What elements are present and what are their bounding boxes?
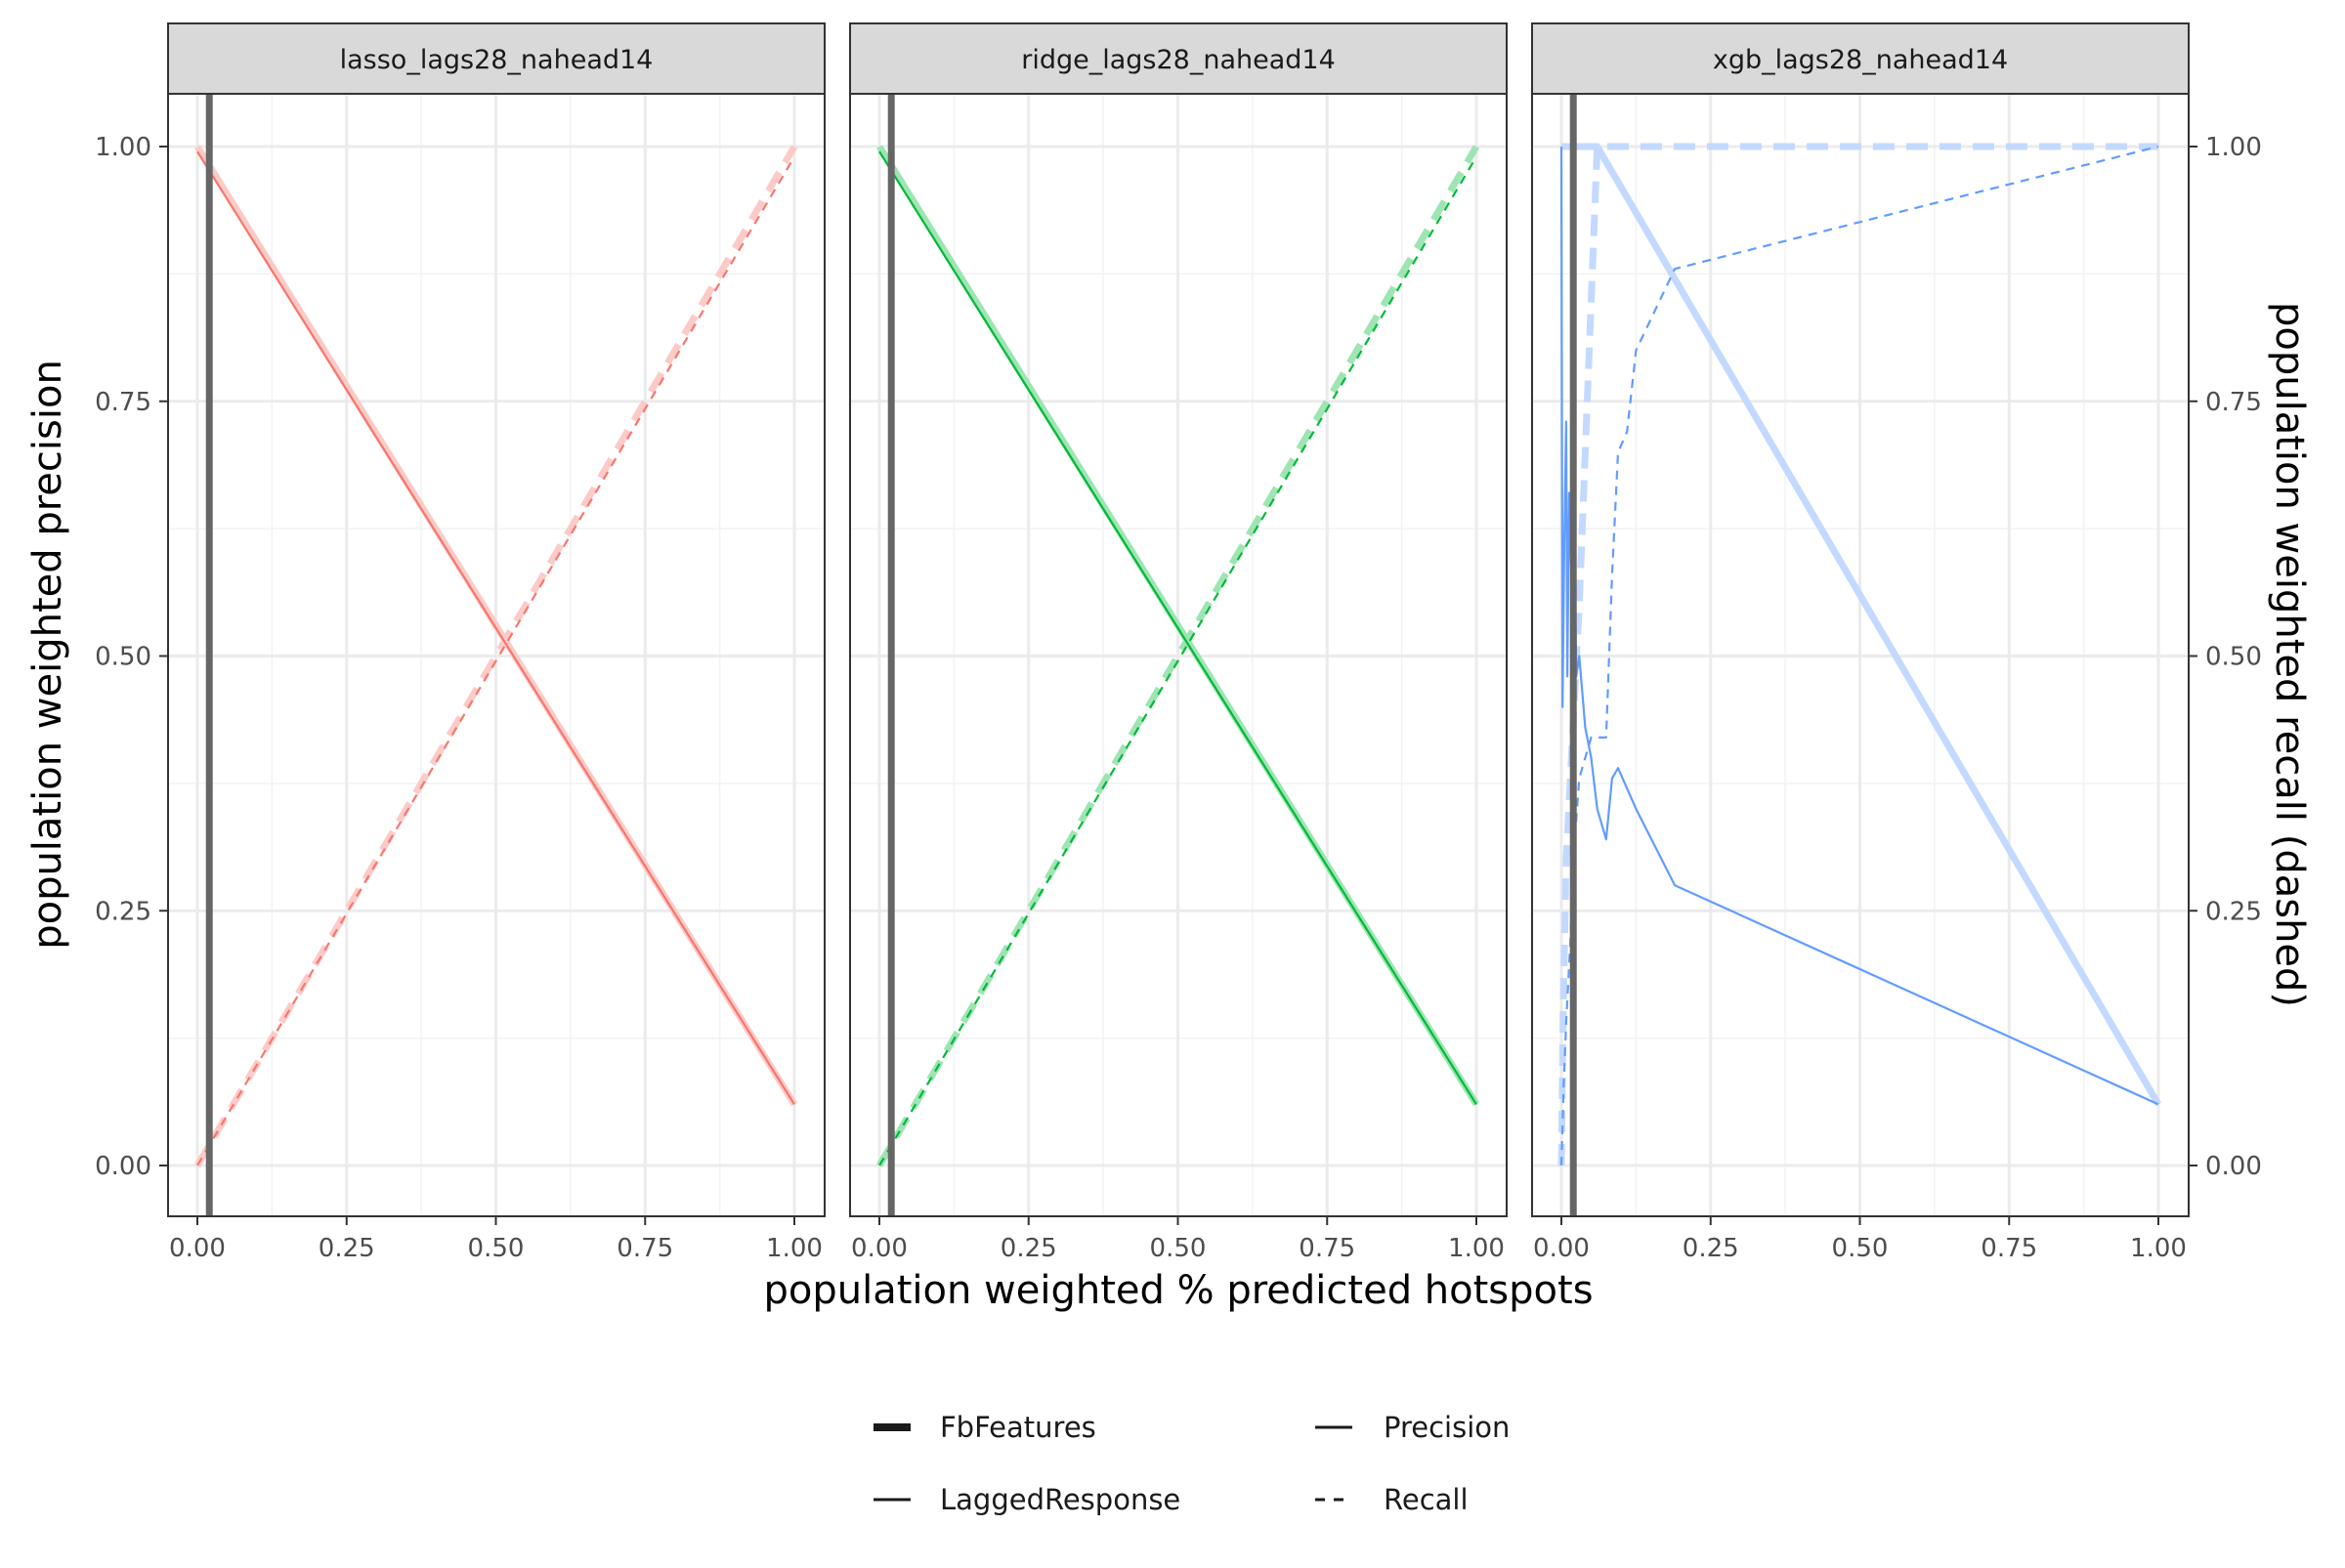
facet-strip-label: lasso_lags28_nahead14: [340, 45, 654, 75]
facet-panel-0: lasso_lags28_nahead14 0.00 0.25 0.50 0.75 1.0…: [95, 22, 826, 1263]
series-laggedresponse-precision: [1559, 146, 2159, 1106]
y-tick-label-right: 0.00: [2205, 1152, 2262, 1181]
facet-strip: [1531, 22, 2190, 95]
legend-label-lagged: LaggedResponse: [940, 1483, 1180, 1516]
y-axis-title: population weighted precision: [25, 360, 70, 950]
facet-strip-label: ridge_lags28_nahead14: [1021, 45, 1336, 75]
y-tick-label: 0.25: [95, 897, 151, 926]
y-tick-label-right: 0.25: [2205, 897, 2262, 926]
x-tick-label: 1.00: [766, 1234, 823, 1263]
series-laggedresponse-recall: [196, 155, 795, 1166]
y-tick-label: 0.00: [95, 1152, 151, 1181]
legend: FbFeatures LaggedResponse Precision Recall: [874, 1411, 1510, 1516]
legend-label-fb: FbFeatures: [940, 1411, 1096, 1444]
y-tick-label: 0.75: [95, 388, 151, 417]
x-tick-label: 0.00: [851, 1234, 908, 1263]
x-tick-label: 0.50: [1832, 1234, 1889, 1263]
x-tick-label: 0.25: [1001, 1234, 1057, 1263]
x-tick-label: 0.75: [1299, 1234, 1355, 1263]
series-laggedresponse-precision: [196, 150, 795, 1105]
y-axis-title-right: population weighted recall (dashed): [2267, 302, 2312, 1007]
x-tick-label: 0.50: [1150, 1234, 1207, 1263]
series-laggedresponse-recall: [878, 155, 1477, 1166]
series-fbfeatures-recall: [875, 145, 1480, 1167]
x-tick-label: 0.00: [169, 1234, 226, 1263]
grid-lines: [168, 94, 825, 1216]
facet-strip-label: xgb_lags28_nahead14: [1713, 45, 2008, 75]
y-tick-label-right: 0.75: [2205, 388, 2262, 417]
facet-panel-1: ridge_lags28_nahead14 0.00 0.25 0.50 0.75 1.0…: [849, 22, 1508, 1263]
y-tick-label: 0.50: [95, 643, 151, 672]
facet-strip: [167, 22, 826, 95]
facet-strip: [849, 22, 1508, 95]
x-tick-label: 0.25: [319, 1234, 375, 1263]
grid-lines: [850, 94, 1507, 1216]
y-tick-label: 1.00: [95, 133, 151, 162]
legend-label-recall: Recall: [1384, 1483, 1469, 1516]
facet-panel-2: xgb_lags28_nahead14 0.00 0.25 0.50 0.75 1.00 0…: [1531, 22, 2262, 1263]
x-tick-label: 0.75: [1981, 1234, 2037, 1263]
legend-label-precision: Precision: [1384, 1411, 1510, 1444]
grid-lines: [1532, 94, 2189, 1216]
x-tick-label: 1.00: [2130, 1234, 2187, 1263]
series-laggedresponse-recall: [1559, 145, 2159, 1166]
x-tick-label: 0.00: [1533, 1234, 1590, 1263]
x-tick-label: 0.75: [617, 1234, 673, 1263]
x-tick-label: 0.50: [468, 1234, 525, 1263]
x-axis-title: population weighted % predicted hotspots: [763, 1268, 1593, 1313]
panels-layer: lasso_lags28_nahead14 0.00 0.25 0.50 0.75 1.0…: [95, 22, 2262, 1263]
series-laggedresponse-precision: [878, 150, 1477, 1105]
y-tick-label-right: 1.00: [2205, 133, 2262, 162]
y-tick-label-right: 0.50: [2205, 643, 2262, 672]
x-tick-label: 1.00: [1448, 1234, 1505, 1263]
x-tick-label: 0.25: [1683, 1234, 1739, 1263]
series-fbfeatures-recall: [193, 145, 798, 1167]
